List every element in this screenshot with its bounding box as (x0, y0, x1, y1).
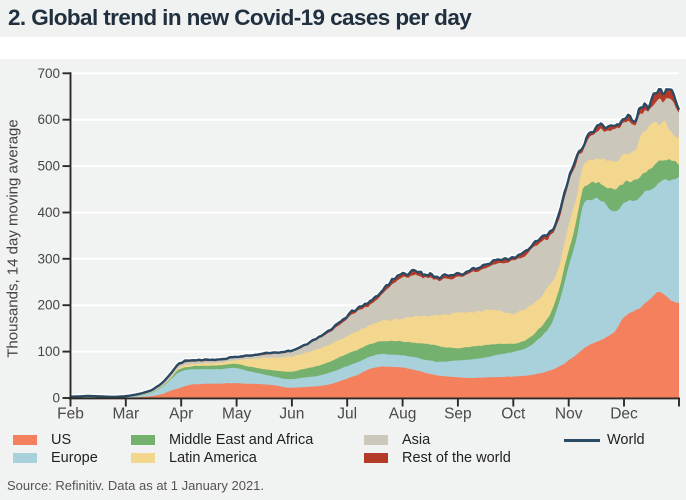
svg-text:100: 100 (37, 344, 60, 359)
svg-text:Nov: Nov (555, 406, 583, 423)
svg-text:Feb: Feb (57, 406, 84, 423)
svg-text:Sep: Sep (444, 406, 472, 423)
svg-text:500: 500 (37, 159, 60, 174)
svg-text:Mar: Mar (112, 406, 139, 423)
svg-text:Oct: Oct (501, 406, 526, 423)
svg-text:Aug: Aug (389, 406, 417, 423)
svg-text:200: 200 (37, 298, 60, 313)
svg-text:700: 700 (37, 66, 60, 81)
svg-text:0: 0 (52, 391, 60, 406)
svg-text:Jun: Jun (279, 406, 304, 423)
svg-text:Dec: Dec (610, 406, 638, 423)
svg-text:May: May (222, 406, 252, 423)
svg-text:600: 600 (37, 112, 60, 127)
svg-text:300: 300 (37, 251, 60, 266)
svg-text:Apr: Apr (169, 406, 193, 423)
svg-text:Jul: Jul (337, 406, 357, 423)
svg-text:400: 400 (37, 205, 60, 220)
